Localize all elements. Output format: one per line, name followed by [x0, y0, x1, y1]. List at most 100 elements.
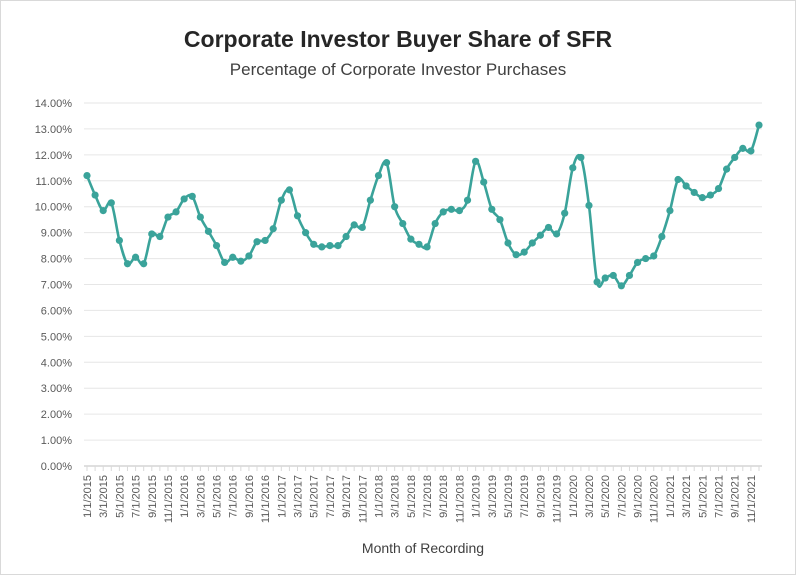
data-point — [658, 232, 666, 241]
data-point — [504, 239, 512, 247]
data-point — [302, 229, 310, 237]
x-tick-label: 1/1/2020 — [568, 475, 580, 518]
y-tick-label: 5.00% — [41, 331, 72, 343]
x-tick-label: 3/1/2021 — [681, 475, 693, 518]
x-tick-label: 11/1/2016 — [260, 475, 272, 523]
series-points — [83, 121, 763, 290]
data-point — [285, 186, 294, 194]
data-point — [415, 240, 423, 248]
x-tick-label: 7/1/2020 — [616, 475, 628, 518]
data-point — [480, 178, 488, 186]
y-tick-label: 11.00% — [36, 176, 73, 188]
data-point — [731, 153, 739, 162]
x-axis-label: Month of Recording — [361, 540, 485, 556]
data-point — [391, 203, 399, 211]
data-point — [334, 242, 342, 250]
data-point — [115, 236, 123, 245]
gridlines — [84, 102, 762, 467]
data-point — [358, 223, 366, 232]
y-tick-label: 3.00% — [41, 383, 72, 395]
data-point — [633, 258, 642, 267]
data-point — [156, 232, 164, 241]
data-point — [196, 213, 204, 221]
x-tick-label: 5/1/2015 — [114, 475, 126, 518]
data-point — [91, 191, 99, 199]
x-tick-label: 9/1/2020 — [633, 475, 645, 518]
data-point — [512, 251, 520, 259]
x-tick-label: 9/1/2018 — [438, 475, 450, 518]
data-point — [674, 175, 682, 184]
data-point — [431, 219, 439, 228]
y-tick-label: 10.00% — [35, 202, 73, 214]
x-tick-label: 3/1/2015 — [98, 475, 110, 518]
data-point — [131, 253, 140, 261]
x-tick-label: 7/1/2015 — [131, 475, 143, 518]
x-tick-label: 1/1/2021 — [665, 475, 677, 518]
data-point — [261, 236, 269, 245]
x-tick-label: 1/1/2019 — [471, 475, 483, 518]
x-tick-label: 9/1/2016 — [244, 475, 256, 518]
data-point — [326, 242, 334, 250]
x-tick-label: 11/1/2020 — [649, 475, 661, 523]
data-point — [666, 207, 674, 215]
x-tick-label: 3/1/2019 — [487, 475, 499, 518]
data-point — [642, 254, 650, 263]
data-point — [552, 230, 561, 238]
data-point — [488, 205, 496, 213]
data-point — [221, 258, 229, 267]
data-point — [714, 184, 723, 193]
x-tick-label: 7/1/2016 — [228, 475, 240, 518]
data-point — [123, 260, 132, 268]
x-tick-label: 3/1/2016 — [195, 475, 207, 518]
x-tick-label: 1/1/2016 — [179, 475, 191, 518]
x-tick-label: 11/1/2021 — [746, 475, 758, 523]
x-tick-label: 5/1/2017 — [309, 475, 321, 518]
data-point — [374, 172, 383, 180]
data-point — [544, 223, 553, 232]
data-point — [625, 271, 634, 280]
chart-subtitle: Percentage of Corporate Investor Purchas… — [229, 60, 567, 79]
x-tick-label: 11/1/2019 — [552, 475, 564, 523]
data-point — [180, 195, 188, 203]
data-point — [650, 252, 658, 260]
data-point — [253, 238, 261, 246]
chart-title: Corporate Investor Buyer Share of SFR — [183, 26, 613, 52]
data-point — [617, 282, 625, 290]
data-point — [585, 201, 593, 210]
data-point — [682, 182, 690, 190]
data-point — [723, 165, 731, 173]
x-tick-label: 5/1/2016 — [212, 475, 224, 518]
x-tick-label: 5/1/2021 — [697, 475, 709, 518]
x-axis-ticks: 1/1/2015 3/1/2015 5/1/2015 7/1/2015 9/1/2015… — [82, 466, 760, 523]
y-tick-label: 14.00% — [35, 98, 73, 110]
y-tick-label: 9.00% — [41, 228, 72, 240]
x-tick-label: 5/1/2018 — [406, 475, 418, 518]
x-tick-label: 9/1/2015 — [147, 475, 159, 518]
data-point — [107, 199, 115, 207]
x-tick-label: 9/1/2021 — [730, 475, 742, 518]
data-point — [520, 248, 528, 256]
data-point — [496, 216, 504, 224]
x-tick-label: 7/1/2019 — [519, 475, 531, 518]
data-point — [561, 209, 569, 217]
data-point — [237, 257, 245, 265]
data-point — [293, 212, 302, 220]
data-point — [269, 225, 277, 233]
data-point — [212, 242, 221, 250]
x-tick-label: 1/1/2017 — [276, 475, 288, 518]
data-point — [755, 121, 763, 129]
x-tick-label: 3/1/2020 — [584, 475, 596, 518]
data-point — [690, 188, 698, 197]
x-tick-label: 3/1/2018 — [390, 475, 402, 518]
data-point — [536, 231, 544, 239]
data-point — [140, 260, 148, 268]
data-point — [99, 207, 107, 215]
data-point — [277, 196, 285, 204]
y-tick-label: 12.00% — [35, 150, 73, 162]
data-point — [229, 253, 237, 261]
data-point — [188, 192, 196, 200]
y-tick-label: 0.00% — [41, 461, 72, 473]
data-point — [148, 230, 156, 238]
x-tick-label: 9/1/2017 — [341, 475, 353, 518]
